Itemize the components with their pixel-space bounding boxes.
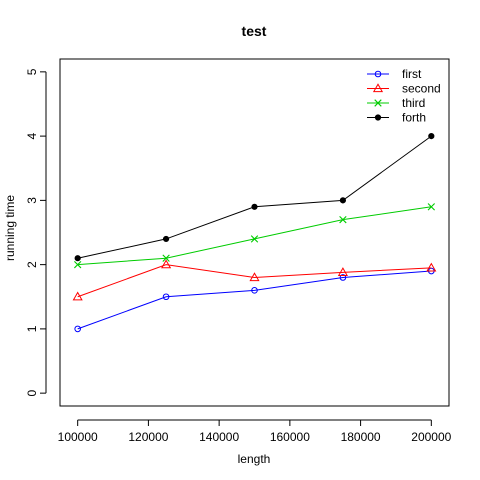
data-point-third-stroke-b — [250, 235, 259, 243]
legend-item-first: first — [367, 67, 422, 81]
data-point-second-shape — [161, 259, 172, 269]
data-point-first — [74, 325, 81, 333]
data-point-forth-shape — [428, 133, 435, 140]
data-point-first — [339, 274, 347, 281]
axes: 100000 120000 140000 160000 180000 200000 0 1 2 3… — [25, 68, 452, 444]
y-tick-label: 1 — [25, 325, 39, 332]
y-tick-label: 3 — [25, 197, 39, 204]
data-point-forth-shape — [251, 203, 258, 210]
data-point-second — [72, 291, 83, 301]
data-point-second — [249, 272, 260, 282]
series-layer — [72, 133, 437, 333]
data-point-third — [73, 260, 82, 269]
y-tick-label: 4 — [25, 132, 39, 139]
series-line-second — [77, 264, 432, 298]
data-point-third — [427, 203, 436, 211]
y-tick-label: 2 — [25, 261, 39, 268]
x-tick-label: 120000 — [128, 430, 168, 444]
data-point-first-shape — [162, 293, 170, 301]
legend-marker-stroke-b — [374, 99, 382, 107]
data-point-second — [337, 267, 348, 276]
series-line-first — [77, 270, 432, 330]
series-second — [72, 259, 437, 301]
data-point-forth — [339, 197, 347, 204]
data-point-forth — [428, 133, 435, 140]
data-point-second — [161, 259, 172, 269]
data-point-third — [162, 254, 170, 262]
data-point-third-stroke-b — [339, 215, 347, 224]
x-tick-label: 140000 — [199, 430, 239, 444]
legend-marker — [374, 114, 382, 121]
data-point-first — [251, 287, 258, 294]
legend-marker — [374, 70, 382, 78]
legend-marker-shape — [374, 70, 382, 78]
data-point-forth-shape — [162, 235, 170, 243]
x-tick-label: 180000 — [341, 430, 381, 444]
legend-marker-shape — [372, 83, 384, 93]
data-point-forth-shape — [339, 197, 347, 204]
data-point-second-shape — [249, 272, 260, 282]
x-axis-label: length — [238, 452, 271, 466]
data-point-second — [426, 262, 437, 272]
legend-label: first — [402, 67, 422, 81]
series-third — [73, 203, 436, 269]
legend-item-forth: forth — [367, 111, 426, 125]
series-line-forth — [77, 135, 432, 259]
data-point-third — [339, 215, 347, 224]
plot-frame — [59, 58, 450, 407]
data-point-second-shape — [426, 262, 437, 272]
series-line-third — [77, 206, 432, 266]
chart-title: test — [242, 23, 267, 39]
data-point-first-shape — [74, 325, 81, 333]
data-point-forth — [74, 255, 81, 262]
legend-label: third — [402, 96, 425, 110]
data-point-third — [250, 235, 259, 243]
legend-marker — [372, 83, 384, 93]
data-point-forth — [251, 203, 258, 210]
data-point-forth — [162, 235, 170, 243]
data-point-second-shape — [337, 267, 348, 276]
legend-label: forth — [402, 111, 426, 125]
y-axis-label: running time — [3, 195, 17, 261]
series-forth — [74, 133, 435, 262]
y-tick-label: 5 — [25, 68, 39, 75]
data-point-first — [162, 293, 170, 301]
x-tick-label: 200000 — [411, 430, 451, 444]
data-point-third-stroke-b — [73, 260, 82, 269]
x-tick-label: 100000 — [58, 430, 98, 444]
legend-label: second — [402, 82, 441, 96]
legend-marker — [374, 99, 382, 107]
data-point-third-stroke-b — [427, 203, 436, 211]
data-point-second-shape — [72, 291, 83, 301]
legend-item-second: second — [367, 82, 441, 96]
x-tick-label: 160000 — [270, 430, 310, 444]
data-point-first-shape — [251, 287, 258, 294]
y-tick-label: 0 — [25, 389, 39, 396]
data-point-third-stroke-b — [162, 254, 170, 262]
data-point-forth-shape — [74, 255, 81, 262]
legend-item-third: third — [367, 96, 425, 110]
data-point-first-shape — [339, 274, 347, 281]
legend-marker-shape — [374, 114, 382, 121]
